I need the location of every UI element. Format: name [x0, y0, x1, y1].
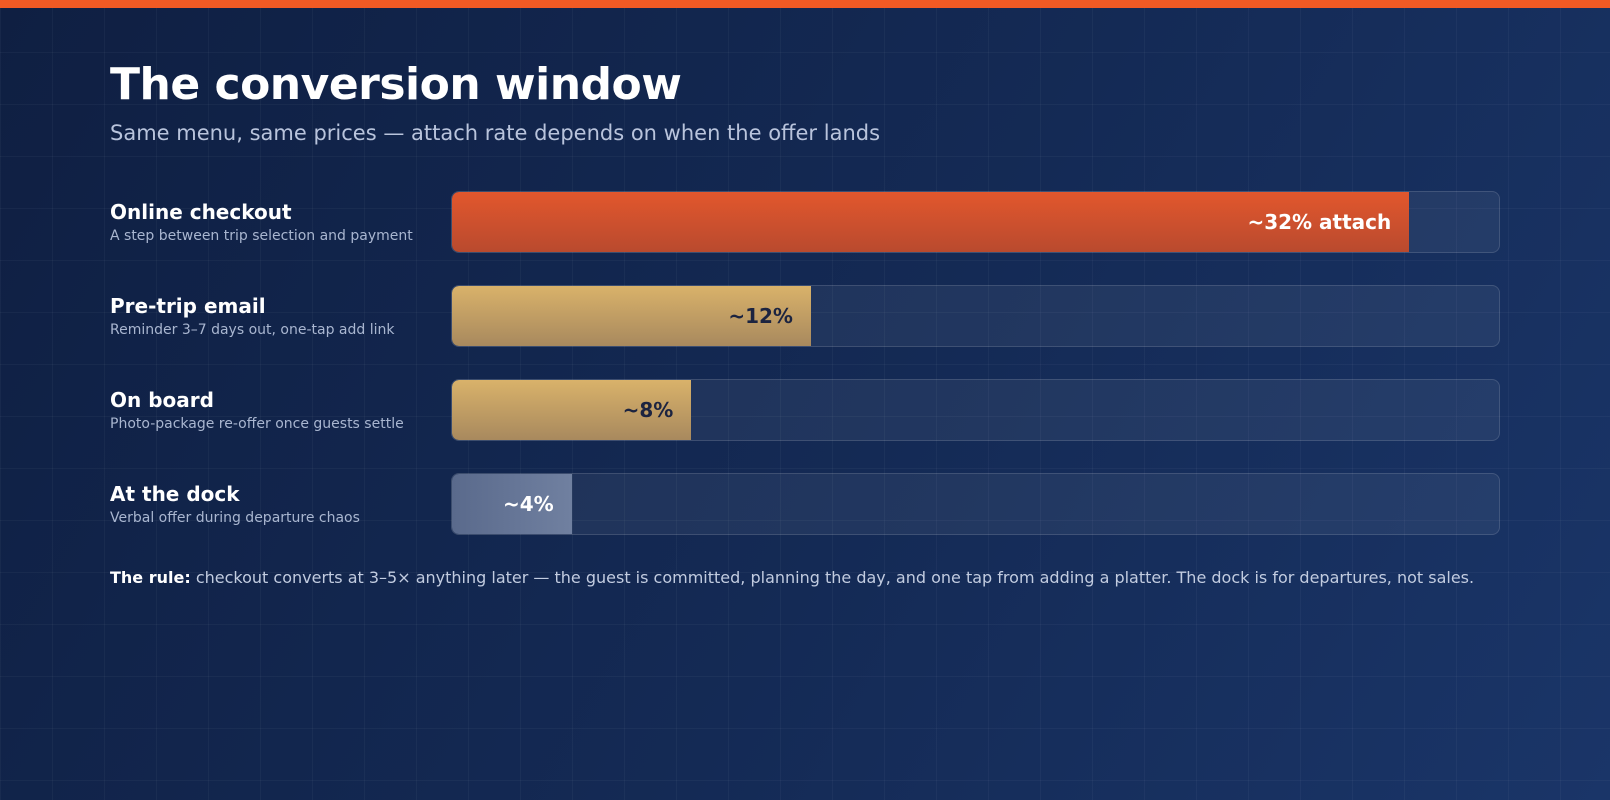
chart-row-online-checkout: Online checkout A step between trip sele… — [110, 190, 1500, 254]
row-label: Pre-trip email Reminder 3–7 days out, on… — [110, 293, 451, 340]
category-name: At the dock — [110, 481, 240, 506]
row-label: Online checkout A step between trip sele… — [110, 199, 451, 246]
category-name: Pre-trip email — [110, 293, 266, 318]
bar-on-board: ~8% — [452, 380, 692, 440]
rule-note: The rule: checkout converts at 3–5× anyt… — [110, 566, 1500, 590]
bar-value-label: ~32% attach — [1247, 210, 1392, 234]
bar-value-label: ~8% — [622, 398, 674, 422]
accent-bar — [0, 0, 1610, 8]
chart-row-at-the-dock: At the dock Verbal offer during departur… — [110, 472, 1500, 536]
bar-track: ~4% — [451, 473, 1500, 535]
category-name: On board — [110, 387, 214, 412]
bar-value-label: ~4% — [502, 492, 554, 516]
bar-track: ~32% attach — [451, 191, 1500, 253]
bar-online-checkout: ~32% attach — [452, 192, 1410, 252]
bar-value-label: ~12% — [728, 304, 793, 328]
bar-pre-trip-email: ~12% — [452, 286, 811, 346]
slide-content: The conversion window Same menu, same pr… — [110, 58, 1500, 606]
row-label: On board Photo-package re-offer once gue… — [110, 387, 451, 434]
rule-text: checkout converts at 3–5× anything later… — [190, 568, 1475, 587]
category-description: Verbal offer during departure chaos — [110, 509, 360, 526]
row-label: At the dock Verbal offer during departur… — [110, 481, 451, 528]
page-subtitle: Same menu, same prices — attach rate dep… — [110, 121, 881, 145]
bar-track: ~8% — [451, 379, 1500, 441]
chart-row-on-board: On board Photo-package re-offer once gue… — [110, 378, 1500, 442]
page-title: The conversion window — [110, 59, 682, 110]
bar-track: ~12% — [451, 285, 1500, 347]
rule-lead: The rule: — [110, 568, 191, 587]
category-description: A step between trip selection and paymen… — [110, 227, 413, 244]
category-description: Reminder 3–7 days out, one-tap add link — [110, 321, 395, 338]
category-description: Photo-package re-offer once guests settl… — [110, 415, 404, 432]
bar-at-the-dock: ~4% — [452, 474, 572, 534]
bar-chart: Online checkout A step between trip sele… — [110, 190, 1500, 536]
chart-row-pre-trip-email: Pre-trip email Reminder 3–7 days out, on… — [110, 284, 1500, 348]
category-name: Online checkout — [110, 199, 292, 224]
